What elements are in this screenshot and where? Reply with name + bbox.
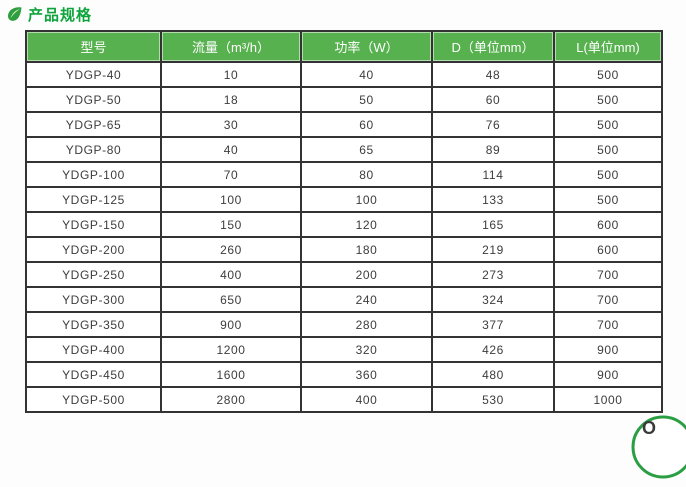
table-row: YDGP-300 650 240 324 700 bbox=[25, 286, 663, 313]
table-cell: 40 bbox=[300, 61, 433, 88]
table-cell: 100 bbox=[160, 186, 302, 213]
table-cell: 400 bbox=[160, 261, 302, 288]
section-title-text: 产品规格 bbox=[28, 6, 93, 24]
table-row: YDGP-350 900 280 377 700 bbox=[25, 311, 663, 338]
table-row: YDGP-65 30 60 76 500 bbox=[25, 111, 663, 138]
table-cell: 120 bbox=[300, 211, 433, 238]
column-header: 功率（W） bbox=[300, 30, 433, 63]
table-cell: 150 bbox=[160, 211, 302, 238]
table-cell: 500 bbox=[553, 61, 663, 88]
table-cell: 480 bbox=[431, 361, 555, 388]
table-row: YDGP-200 260 180 219 600 bbox=[25, 236, 663, 263]
table-cell: 200 bbox=[300, 261, 433, 288]
section-title: 产品规格 bbox=[5, 2, 92, 26]
table-cell: 280 bbox=[300, 311, 433, 338]
table-cell: 700 bbox=[553, 286, 663, 313]
leaf-icon bbox=[5, 4, 25, 24]
table-cell: YDGP-300 bbox=[25, 286, 162, 313]
table-cell: 273 bbox=[431, 261, 555, 288]
table-cell: 48 bbox=[431, 61, 555, 88]
column-header: L(单位mm) bbox=[553, 30, 663, 63]
table-cell: YDGP-500 bbox=[25, 386, 162, 413]
table-cell: 500 bbox=[553, 161, 663, 188]
table-cell: 133 bbox=[431, 186, 555, 213]
table-cell: YDGP-65 bbox=[25, 111, 162, 138]
table-cell: 320 bbox=[300, 336, 433, 363]
table-cell: 10 bbox=[160, 61, 302, 88]
table-cell: YDGP-350 bbox=[25, 311, 162, 338]
table-row: YDGP-80 40 65 89 500 bbox=[25, 136, 663, 163]
table-cell: 70 bbox=[160, 161, 302, 188]
svg-text:O: O bbox=[642, 418, 656, 438]
table-cell: 324 bbox=[431, 286, 555, 313]
spec-table: 型号 流量（m³/h） 功率（W） D（单位mm） L(单位mm) YDGP-40 10 4… bbox=[25, 30, 663, 413]
table-cell: 500 bbox=[553, 86, 663, 113]
table-cell: YDGP-40 bbox=[25, 61, 162, 88]
table-cell: 80 bbox=[300, 161, 433, 188]
table-cell: YDGP-150 bbox=[25, 211, 162, 238]
table-cell: 500 bbox=[553, 111, 663, 138]
table-cell: YDGP-400 bbox=[25, 336, 162, 363]
column-header: D（单位mm） bbox=[431, 30, 555, 63]
table-cell: YDGP-250 bbox=[25, 261, 162, 288]
table-cell: 500 bbox=[553, 186, 663, 213]
table-cell: 700 bbox=[553, 311, 663, 338]
table-row: YDGP-125 100 100 133 500 bbox=[25, 186, 663, 213]
table-cell: YDGP-125 bbox=[25, 186, 162, 213]
column-header: 型号 bbox=[25, 30, 162, 63]
table-cell: 18 bbox=[160, 86, 302, 113]
table-cell: 1200 bbox=[160, 336, 302, 363]
table-cell: 600 bbox=[553, 211, 663, 238]
table-row: YDGP-50 18 50 60 500 bbox=[25, 86, 663, 113]
table-cell: 1600 bbox=[160, 361, 302, 388]
table-cell: 76 bbox=[431, 111, 555, 138]
column-header: 流量（m³/h） bbox=[160, 30, 302, 63]
table-cell: 180 bbox=[300, 236, 433, 263]
table-row: YDGP-500 2800 400 530 1000 bbox=[25, 386, 663, 413]
table-cell: 260 bbox=[160, 236, 302, 263]
table-cell: 89 bbox=[431, 136, 555, 163]
table-cell: 165 bbox=[431, 211, 555, 238]
table-cell: 900 bbox=[553, 336, 663, 363]
table-cell: 30 bbox=[160, 111, 302, 138]
table-cell: 50 bbox=[300, 86, 433, 113]
table-cell: 600 bbox=[553, 236, 663, 263]
table-row: YDGP-400 1200 320 426 900 bbox=[25, 336, 663, 363]
table-row: YDGP-100 70 80 114 500 bbox=[25, 161, 663, 188]
table-cell: 360 bbox=[300, 361, 433, 388]
table-cell: 40 bbox=[160, 136, 302, 163]
table-cell: 900 bbox=[553, 361, 663, 388]
table-cell: 400 bbox=[300, 386, 433, 413]
table-cell: 65 bbox=[300, 136, 433, 163]
table-cell: 530 bbox=[431, 386, 555, 413]
table-cell: 900 bbox=[160, 311, 302, 338]
table-cell: 60 bbox=[431, 86, 555, 113]
table-cell: YDGP-80 bbox=[25, 136, 162, 163]
table-cell: 114 bbox=[431, 161, 555, 188]
table-cell: 100 bbox=[300, 186, 433, 213]
table-cell: YDGP-50 bbox=[25, 86, 162, 113]
table-row: YDGP-150 150 120 165 600 bbox=[25, 211, 663, 238]
table-cell: 700 bbox=[553, 261, 663, 288]
table-cell: 1000 bbox=[553, 386, 663, 413]
table-cell: YDGP-100 bbox=[25, 161, 162, 188]
table-row: YDGP-250 400 200 273 700 bbox=[25, 261, 663, 288]
table-cell: 240 bbox=[300, 286, 433, 313]
table-cell: 377 bbox=[431, 311, 555, 338]
table-cell: 426 bbox=[431, 336, 555, 363]
stamp-logo: O bbox=[628, 412, 686, 482]
table-cell: YDGP-200 bbox=[25, 236, 162, 263]
table-cell: 219 bbox=[431, 236, 555, 263]
table-cell: 500 bbox=[553, 136, 663, 163]
table-header-row: 型号 流量（m³/h） 功率（W） D（单位mm） L(单位mm) bbox=[25, 30, 663, 63]
table-cell: 2800 bbox=[160, 386, 302, 413]
table-cell: 60 bbox=[300, 111, 433, 138]
table-cell: 650 bbox=[160, 286, 302, 313]
table-row: YDGP-450 1600 360 480 900 bbox=[25, 361, 663, 388]
table-row: YDGP-40 10 40 48 500 bbox=[25, 61, 663, 88]
table-cell: YDGP-450 bbox=[25, 361, 162, 388]
